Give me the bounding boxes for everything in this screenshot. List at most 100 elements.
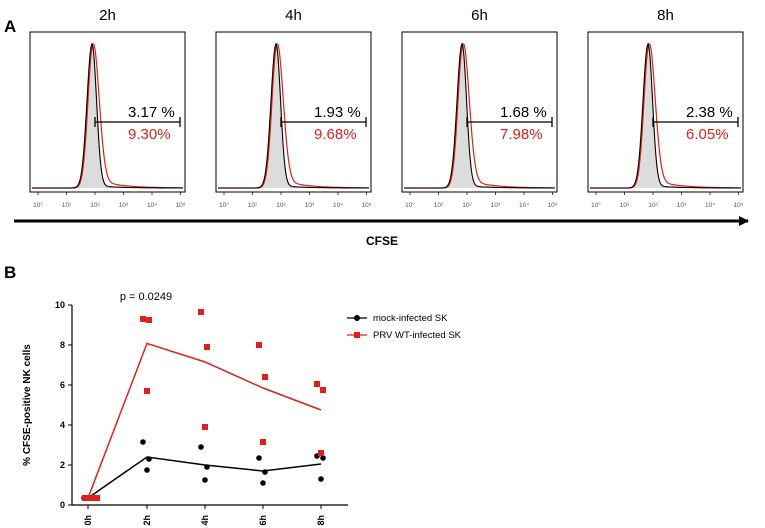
- prv-data-point: [314, 381, 320, 387]
- x-tick-label: 10⁵: [362, 202, 372, 209]
- legend-prv-text: PRV WT-infected SK: [373, 330, 462, 341]
- panel-a-label: A: [4, 17, 16, 36]
- mock-data-point: [318, 476, 324, 482]
- prv-percentage: 9.68%: [314, 126, 357, 143]
- mock-data-point: [256, 455, 262, 461]
- mock-percentage: 3.17 %: [128, 104, 175, 121]
- prv-data-point: [140, 316, 146, 322]
- legend-mock-marker: [354, 315, 360, 321]
- mean-line-prv: [87, 342, 322, 499]
- mock-percentage: 1.68 %: [500, 104, 547, 121]
- x-tick-label: 10³: [305, 202, 315, 209]
- histogram-8h: 8h 2.38 % 6.05% 10° 10¹ 10² 10³ 10⁴ 10⁵: [587, 7, 744, 209]
- x-tick-label: 2h: [142, 515, 152, 526]
- x-tick-label: 10²: [462, 202, 472, 209]
- x-tick-label: 10⁵: [548, 202, 558, 209]
- histogram-frame: [29, 31, 186, 193]
- legend-prv-marker: [354, 332, 360, 338]
- x-tick-label: 6h: [258, 515, 268, 526]
- x-tick-label: 4h: [200, 515, 210, 526]
- x-tick-label: 10³: [119, 202, 129, 209]
- y-tick-label: 8: [60, 340, 65, 350]
- mock-data-point: [146, 456, 152, 462]
- histogram-2h: 2h 3.17 % 9.30% 10° 10¹ 10² 10³ 10⁴ 10⁵: [29, 7, 186, 209]
- x-tick-label: 10⁵: [176, 202, 186, 209]
- mock-data-point: [202, 477, 208, 483]
- prv-data-point: [82, 495, 88, 501]
- mean-lines: [87, 342, 322, 499]
- histogram-4h: 4h 1.93 % 9.68% 10° 10¹ 10² 10³ 10⁴ 10⁵: [215, 7, 372, 209]
- histogram-frame: [587, 31, 744, 193]
- mock-data-point: [262, 469, 268, 475]
- prv-data-point: [88, 495, 94, 501]
- histogram-panels: 2h 3.17 % 9.30% 10° 10¹ 10² 10³ 10⁴ 10⁵ 4h 1.93 % 9…: [29, 7, 744, 209]
- y-tick-label: 4: [60, 420, 65, 430]
- x-ticks: 0h 2h 4h 6h 8h: [83, 505, 326, 526]
- y-tick-label: 10: [55, 300, 65, 310]
- prv-data-point: [94, 495, 100, 501]
- prv-data-point: [144, 388, 150, 394]
- x-tick-label: 10³: [491, 202, 501, 209]
- x-tick-label: 10⁴: [519, 202, 529, 209]
- x-tick-label: 10²: [648, 202, 658, 209]
- prv-percentage: 7.98%: [500, 126, 543, 143]
- x-tick-label: 10²: [90, 202, 100, 209]
- p-value-label: p = 0.0249: [120, 291, 172, 303]
- timepoint-label: 2h: [99, 7, 116, 24]
- x-tick-label: 10°: [591, 201, 601, 209]
- prv-data-point: [256, 342, 262, 348]
- data-points: [81, 309, 326, 501]
- mock-data-point: [198, 444, 204, 450]
- prv-percentage: 6.05%: [686, 126, 729, 143]
- y-tick-label: 6: [60, 380, 65, 390]
- prv-data-point: [146, 317, 152, 323]
- x-tick-label: 10°: [219, 201, 229, 209]
- prv-data-point: [198, 309, 204, 315]
- legend: mock-infected SK PRV WT-infected SK: [347, 313, 462, 341]
- mock-histogram-curve: [32, 42, 183, 189]
- mock-percentage: 1.93 %: [314, 104, 361, 121]
- prv-data-point: [262, 374, 268, 380]
- prv-data-point: [318, 450, 324, 456]
- histogram-6h: 6h 1.68 % 7.98% 10° 10¹ 10² 10³ 10⁴ 10⁵: [401, 7, 558, 209]
- y-tick-label: 2: [60, 460, 65, 470]
- mock-data-point: [204, 464, 210, 470]
- scatter-chart: % CFSE-positive NK cells p = 0.0249 0 2 4 6…: [22, 291, 462, 526]
- mock-data-point: [260, 480, 266, 486]
- x-tick-label: 10¹: [434, 202, 444, 209]
- mock-histogram-curve: [218, 42, 369, 189]
- prv-data-point: [202, 424, 208, 430]
- mock-histogram-curve: [404, 42, 555, 189]
- timepoint-label: 6h: [471, 7, 488, 24]
- x-tick-label: 10¹: [248, 202, 258, 209]
- histogram-frame: [215, 31, 372, 193]
- x-tick-label: 10³: [677, 202, 687, 209]
- prv-data-point: [204, 344, 210, 350]
- y-tick-label: 0: [60, 500, 65, 510]
- x-tick-label: 0h: [83, 515, 93, 526]
- x-tick-label: 10°: [405, 201, 415, 209]
- x-tick-label: 10¹: [62, 202, 72, 209]
- y-ticks: 0 2 4 6 8 10: [55, 300, 72, 510]
- prv-data-point: [320, 387, 326, 393]
- legend-mock-text: mock-infected SK: [373, 313, 448, 324]
- timepoint-label: 8h: [657, 7, 674, 24]
- x-tick-label: 10°: [33, 201, 43, 209]
- x-tick-label: 10²: [276, 202, 286, 209]
- histogram-frame: [401, 31, 558, 193]
- mock-data-point: [320, 455, 326, 461]
- x-tick-label: 10⁵: [734, 202, 744, 209]
- mock-data-point: [140, 439, 146, 445]
- x-tick-label: 10¹: [620, 202, 630, 209]
- mean-line-mock: [87, 456, 322, 499]
- prv-data-point: [260, 439, 266, 445]
- y-axis-label: % CFSE-positive NK cells: [22, 344, 33, 466]
- timepoint-label: 4h: [285, 7, 302, 24]
- x-tick-label: 10⁴: [333, 202, 343, 209]
- x-tick-label: 8h: [316, 515, 326, 526]
- cfse-axis-label: CFSE: [366, 234, 398, 248]
- mock-histogram-curve: [590, 42, 741, 189]
- x-tick-label: 10⁴: [147, 202, 157, 209]
- x-tick-label: 10⁴: [705, 202, 715, 209]
